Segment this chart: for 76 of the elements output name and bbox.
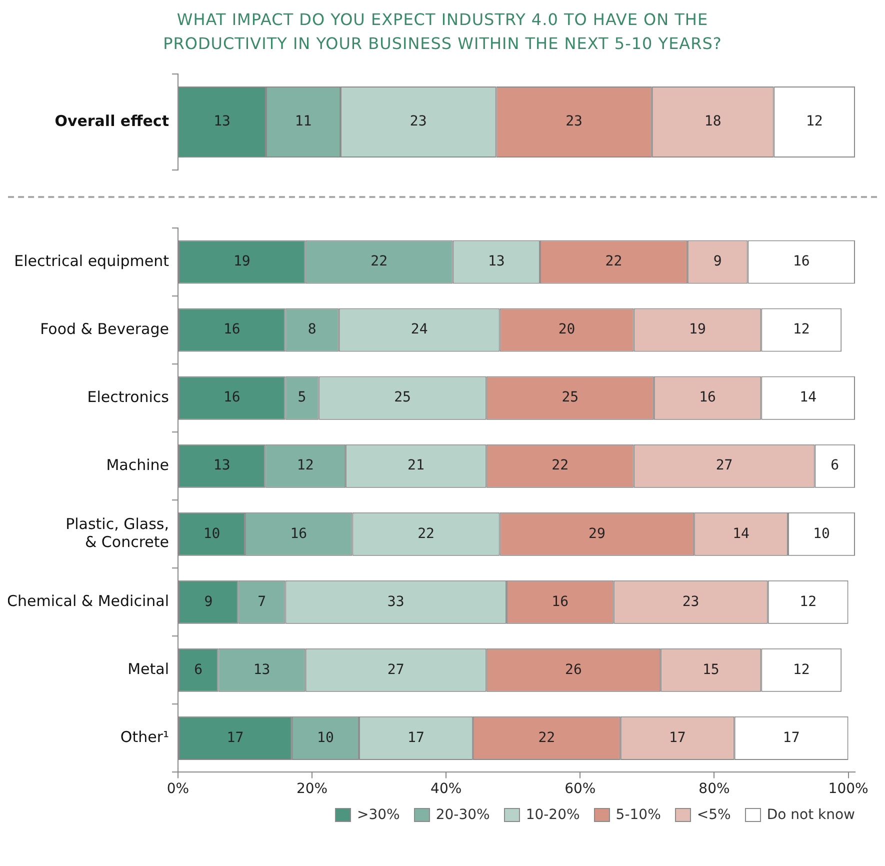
- x-tick-label: 60%: [564, 781, 596, 798]
- data-label: 16: [552, 594, 568, 610]
- data-label: 19: [234, 254, 250, 270]
- x-tick-label: 0%: [166, 781, 190, 798]
- legend-label: <5%: [696, 807, 731, 823]
- data-label: 17: [782, 730, 800, 746]
- data-label: 17: [668, 730, 686, 746]
- data-label: 16: [223, 322, 240, 338]
- data-label: 16: [792, 254, 810, 270]
- data-label: 9: [204, 594, 213, 610]
- data-label: 5: [298, 390, 306, 406]
- data-label: 17: [408, 730, 424, 746]
- x-tick-label: 20%: [296, 781, 328, 798]
- y-tick-label: Electronics: [87, 388, 170, 406]
- data-label: 24: [410, 322, 428, 338]
- data-label: 6: [830, 458, 840, 474]
- data-label: 11: [294, 114, 312, 130]
- data-label: 14: [732, 526, 750, 542]
- data-label: 29: [588, 526, 606, 542]
- data-label: 26: [565, 662, 582, 678]
- data-label: 16: [290, 526, 308, 542]
- data-label: 16: [223, 390, 240, 406]
- data-label: 12: [792, 322, 810, 338]
- data-label: 18: [704, 114, 722, 130]
- y-tick-label: Other¹: [120, 728, 169, 746]
- legend-label: Do not know: [766, 807, 855, 823]
- data-label: 13: [214, 114, 230, 130]
- data-label: 33: [387, 594, 404, 610]
- data-label: 10: [203, 526, 220, 542]
- data-label: 9: [713, 254, 722, 270]
- data-label: 27: [716, 458, 733, 474]
- data-label: 13: [488, 254, 505, 270]
- data-label: 13: [253, 662, 270, 678]
- legend-label: 10-20%: [526, 807, 580, 823]
- data-label: 25: [394, 390, 411, 406]
- data-label: 22: [552, 458, 568, 474]
- data-label: 6: [194, 662, 203, 678]
- y-tick-label: Food & Beverage: [40, 320, 169, 338]
- data-label: 23: [410, 114, 427, 130]
- data-label: 23: [566, 114, 582, 130]
- data-label: 15: [702, 662, 720, 678]
- data-label: 22: [538, 730, 556, 746]
- data-label: 22: [605, 254, 622, 270]
- data-label: 12: [296, 458, 314, 474]
- data-label: 12: [792, 662, 810, 678]
- data-label: 14: [800, 390, 817, 406]
- y-tick-label: Plastic, Glass, & Concrete: [66, 515, 169, 552]
- data-label: 8: [308, 322, 316, 338]
- chart-title: WHAT IMPACT DO YOU EXPECT INDUSTRY 4.0 TO HAVE ON THE PRODUCTIVITY IN YOUR BUSINESS WITHIN THE NEXT 5-10 YEARS?: [162, 9, 723, 55]
- data-label: 17: [226, 730, 244, 746]
- data-label: 21: [408, 458, 424, 474]
- data-label: 25: [562, 390, 579, 406]
- y-tick-label: Chemical & Medicinal: [7, 592, 169, 610]
- data-label: 12: [806, 114, 823, 130]
- x-tick-label: 80%: [698, 781, 730, 798]
- x-tick-label: 100%: [828, 781, 868, 798]
- data-label: 20: [558, 322, 576, 338]
- data-label: 10: [813, 526, 830, 542]
- y-tick-label: Machine: [106, 456, 169, 474]
- data-label: 12: [800, 594, 817, 610]
- data-label: 10: [317, 730, 334, 746]
- data-label: 7: [258, 594, 266, 610]
- legend-label: 20-30%: [436, 807, 490, 823]
- y-tick-label: Overall effect: [54, 112, 169, 130]
- legend-label: 5-10%: [616, 807, 661, 823]
- data-label: 23: [682, 594, 700, 610]
- x-tick-label: 40%: [430, 781, 462, 798]
- data-label: 27: [387, 662, 404, 678]
- legend-label: >30%: [356, 807, 400, 823]
- data-label: 16: [699, 390, 716, 406]
- data-label: 19: [689, 322, 706, 338]
- y-tick-label: Metal: [128, 660, 169, 678]
- data-label: 22: [370, 254, 388, 270]
- y-tick-label: Electrical equipment: [14, 252, 170, 270]
- data-label: 22: [418, 526, 434, 542]
- data-label: 13: [213, 458, 230, 474]
